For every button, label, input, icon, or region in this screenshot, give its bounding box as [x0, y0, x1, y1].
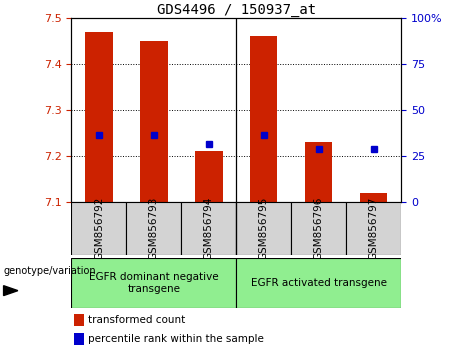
Text: EGFR dominant negative
transgene: EGFR dominant negative transgene: [89, 272, 219, 294]
Bar: [74, 314, 84, 326]
FancyBboxPatch shape: [236, 202, 291, 255]
Bar: [74, 333, 84, 346]
Text: GSM856792: GSM856792: [94, 196, 104, 260]
Text: EGFR activated transgene: EGFR activated transgene: [251, 278, 387, 288]
Text: GSM856796: GSM856796: [313, 196, 324, 260]
FancyBboxPatch shape: [346, 202, 401, 255]
Bar: [195, 151, 223, 202]
Text: genotype/variation: genotype/variation: [4, 266, 96, 276]
Text: GSM856794: GSM856794: [204, 196, 214, 260]
Text: GSM856793: GSM856793: [149, 196, 159, 260]
FancyBboxPatch shape: [71, 258, 236, 308]
FancyBboxPatch shape: [126, 202, 181, 255]
FancyBboxPatch shape: [181, 202, 236, 255]
Bar: [140, 41, 168, 202]
FancyBboxPatch shape: [71, 202, 126, 255]
Bar: [360, 193, 387, 202]
Text: transformed count: transformed count: [88, 315, 185, 325]
Bar: [305, 142, 332, 202]
Text: percentile rank within the sample: percentile rank within the sample: [88, 335, 264, 344]
Bar: [85, 32, 112, 202]
Bar: [250, 36, 278, 202]
Polygon shape: [4, 286, 18, 296]
FancyBboxPatch shape: [291, 202, 346, 255]
Text: GSM856795: GSM856795: [259, 196, 269, 260]
FancyBboxPatch shape: [236, 258, 401, 308]
Text: GSM856797: GSM856797: [369, 196, 378, 260]
Title: GDS4496 / 150937_at: GDS4496 / 150937_at: [157, 3, 316, 17]
